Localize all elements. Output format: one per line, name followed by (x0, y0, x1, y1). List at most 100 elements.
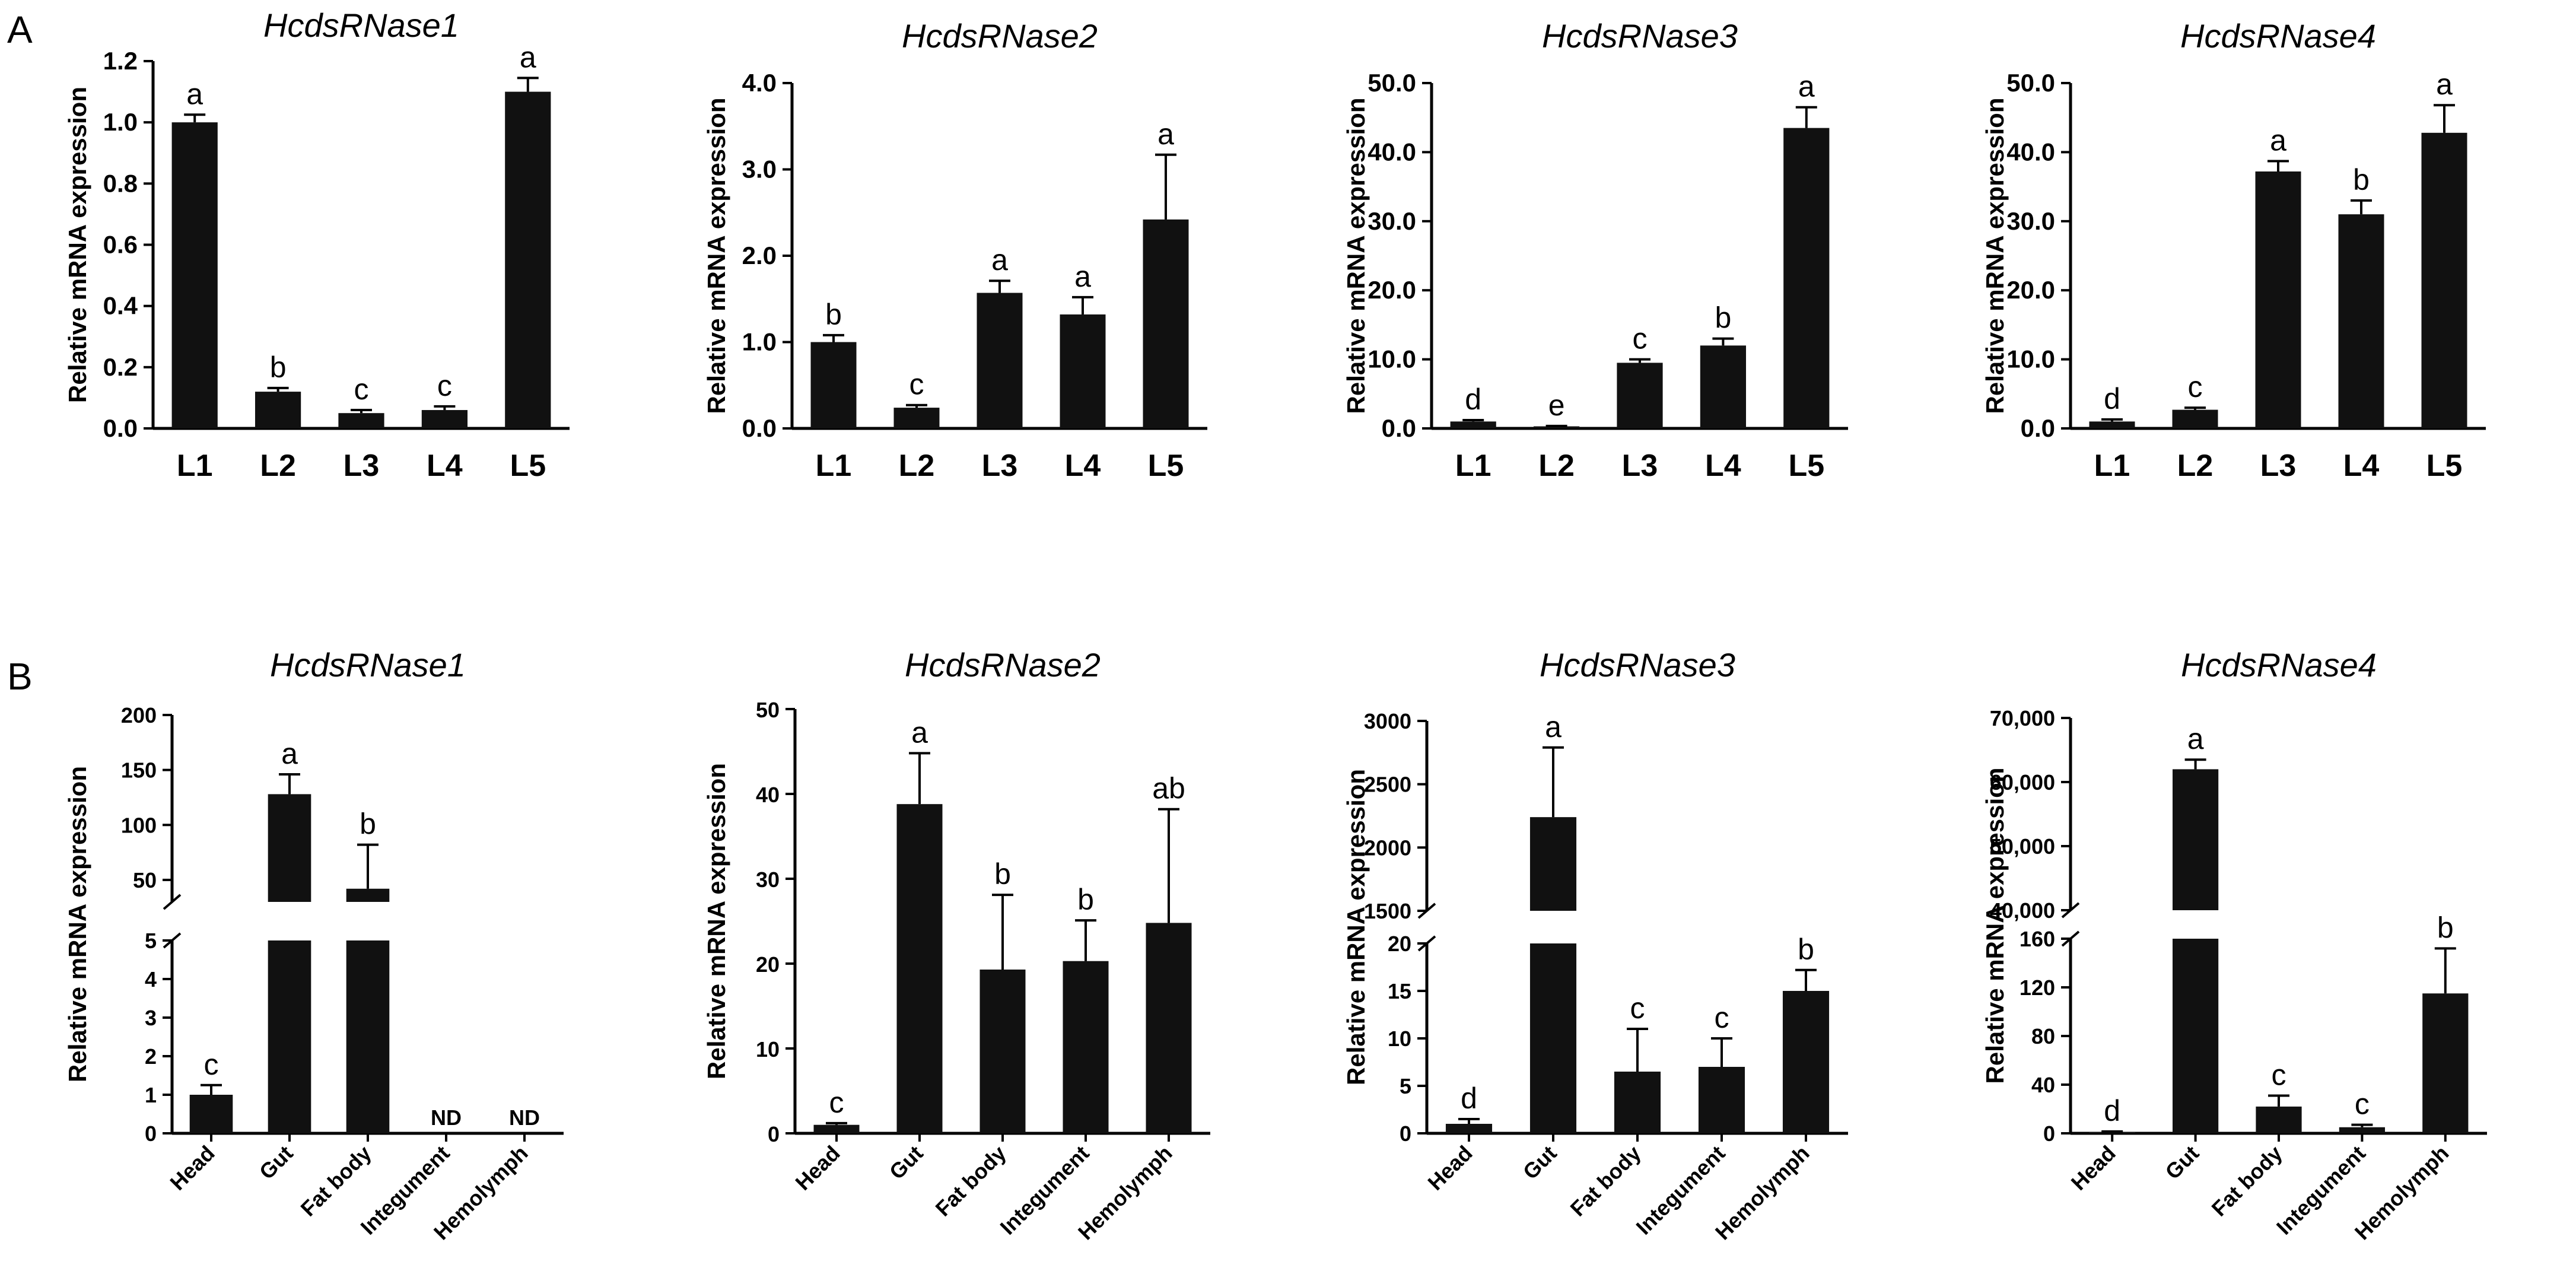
x-category-label: Gut (885, 1141, 928, 1184)
y-tick-label: 50 (756, 698, 780, 722)
y-tick-label: 4.0 (742, 69, 777, 97)
x-category-label: L4 (1705, 449, 1741, 483)
y-tick-label: 5 (1400, 1074, 1411, 1098)
x-category-label: Gut (1518, 1141, 1561, 1184)
y-tick-label: 70,000 (1990, 706, 2055, 730)
charts-group: HcdsRNase1 Relative mRNA expression 0.0 0.2… (63, 7, 2487, 1244)
axis-break-mark (163, 894, 182, 910)
y-tick-label: 40 (756, 783, 780, 807)
y-tick-label: 20.0 (2006, 276, 2055, 304)
significance-letter: a (1798, 70, 1815, 103)
y-tick-label: 10.0 (2006, 345, 2055, 373)
y-tick-label: 80 (2031, 1024, 2055, 1048)
y-tick-label: 20.0 (1367, 276, 1416, 304)
y-tick-label: 40 (2031, 1073, 2055, 1097)
bar-gut (896, 804, 943, 1133)
significance-letter: d (2104, 1094, 2120, 1127)
y-tick-label: 0.0 (103, 414, 138, 442)
y-tick-label: 1.0 (103, 108, 138, 136)
y-tick-label: 2 (145, 1044, 157, 1069)
y-tick-label: 100 (121, 813, 157, 837)
x-category-label: L2 (260, 449, 296, 483)
y-tick-label: 0.0 (2021, 414, 2055, 442)
chart-title: HcdsRNase3 (1542, 17, 1738, 55)
x-category-label: Fat body (2207, 1141, 2287, 1221)
x-category-label: L4 (1065, 449, 1101, 483)
significance-letter: c (2355, 1088, 2370, 1121)
bar-hemolymph (2422, 993, 2469, 1133)
x-category-label: L5 (1148, 449, 1184, 483)
x-category-label: L1 (177, 449, 213, 483)
y-tick-label: 0.4 (103, 292, 138, 320)
bar-l4 (1700, 345, 1747, 428)
bar-l3 (2255, 171, 2301, 428)
significance-letter: c (204, 1048, 219, 1081)
chart-title: HcdsRNase1 (263, 7, 459, 44)
y-tick-label: 0 (768, 1122, 780, 1146)
x-category-label: L3 (2260, 449, 2297, 483)
significance-letter: d (2104, 382, 2120, 415)
significance-letter: c (909, 368, 924, 401)
bar-break-gap (345, 902, 391, 940)
y-axis-label: Relative mRNA expression (1342, 98, 1370, 414)
y-tick-label: 30 (756, 867, 780, 892)
significance-letter: a (281, 737, 298, 770)
y-tick-label: 0.2 (103, 353, 138, 381)
x-category-label: L5 (1788, 449, 1824, 483)
not-detected-label: ND (509, 1105, 540, 1130)
y-tick-label: 160 (2020, 927, 2055, 951)
bar-l1 (171, 122, 218, 428)
y-tick-label: 15 (1388, 979, 1411, 1003)
y-tick-label: 50.0 (2006, 69, 2055, 97)
bar-head (1445, 1124, 1493, 1133)
y-tick-label: 3 (145, 1006, 157, 1030)
significance-letter: a (991, 243, 1008, 277)
bar-l1 (810, 342, 857, 428)
bar-l3 (977, 293, 1023, 428)
significance-letter: b (2353, 163, 2370, 196)
significance-letter: a (1157, 117, 1174, 151)
chart-title: HcdsRNase2 (905, 646, 1101, 684)
x-category-label: Fat body (296, 1141, 376, 1221)
y-tick-label: 0 (1400, 1121, 1411, 1146)
bar-gut (2172, 769, 2219, 1133)
bar-l2 (893, 408, 940, 428)
y-tick-label: 0.0 (742, 414, 777, 442)
y-tick-label: 50.0 (1367, 69, 1416, 97)
y-tick-label: 1500 (1364, 899, 1411, 923)
significance-letter: a (186, 77, 203, 110)
y-tick-label: 4 (145, 967, 157, 992)
x-category-label: Fat body (931, 1141, 1011, 1221)
significance-letter: b (1077, 883, 1094, 916)
x-category-label: L3 (982, 449, 1018, 483)
bar-l1 (1450, 421, 1496, 428)
y-axis-label: Relative mRNA expression (1981, 98, 2009, 414)
y-tick-label: 40.0 (1367, 138, 1416, 166)
bar-integument (1063, 961, 1109, 1133)
significance-letter: b (1715, 301, 1731, 335)
y-tick-label: 20 (756, 952, 780, 977)
bar-hemolymph (1146, 923, 1192, 1133)
y-axis-label: Relative mRNA expression (1342, 769, 1370, 1085)
bar-break-gap (1528, 911, 1578, 943)
y-axis-label: Relative mRNA expression (702, 98, 730, 414)
x-category-label: L2 (1538, 449, 1575, 483)
y-tick-label: 30.0 (2006, 207, 2055, 235)
x-category-label: L2 (899, 449, 935, 483)
significance-letter: c (354, 373, 369, 406)
bar-l3 (1617, 363, 1663, 428)
significance-letter: d (1461, 1082, 1477, 1115)
significance-letter: a (520, 40, 536, 74)
significance-letter: b (270, 351, 287, 384)
y-axis-label: Relative mRNA expression (63, 87, 91, 403)
y-tick-label: 3.0 (742, 155, 777, 183)
bar-l1 (2089, 421, 2135, 428)
y-tick-label: 0.6 (103, 231, 138, 259)
bar-head (189, 1095, 233, 1133)
significance-letter: c (829, 1086, 844, 1119)
y-tick-label: 200 (121, 703, 157, 727)
significance-letter: a (2270, 124, 2286, 157)
y-tick-label: 1.0 (742, 328, 777, 356)
bar-head (813, 1124, 860, 1133)
bar-hemolymph (1782, 991, 1830, 1133)
